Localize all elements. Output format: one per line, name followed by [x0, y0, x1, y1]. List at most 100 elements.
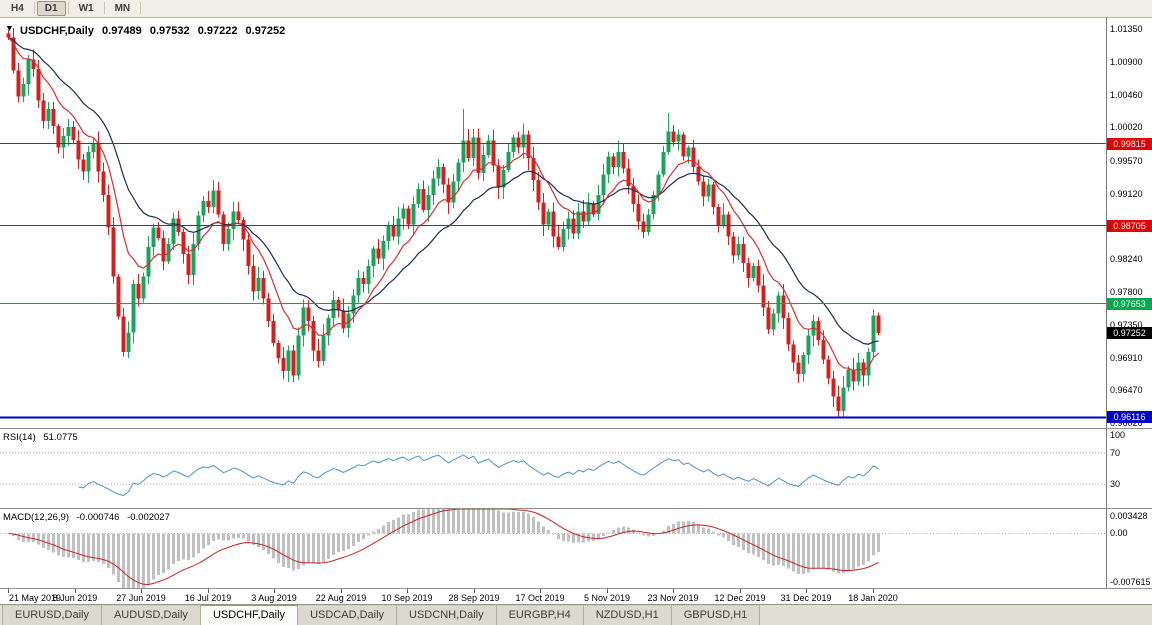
- level-price-badge: 0.98705: [1107, 220, 1152, 232]
- time-axis-label: 28 Sep 2019: [448, 593, 500, 603]
- chart-tab-usdcnh-daily[interactable]: USDCNH,Daily: [397, 605, 497, 625]
- ohlc-close-value: 0.97252: [245, 25, 286, 37]
- price-axis-label: 1.00020: [1110, 122, 1143, 132]
- macd-current-value: -0.000746: [76, 512, 120, 523]
- rsi-axis-label: 100: [1110, 430, 1126, 440]
- timeframe-toolbar: H4 D1 W1 MN: [0, 0, 1152, 18]
- rsi-axis-label: 70: [1110, 448, 1121, 458]
- time-axis-label: 21 May 2019: [8, 593, 62, 603]
- timeframe-button-h4[interactable]: H4: [11, 3, 24, 14]
- ma-fast-line: [8, 37, 879, 372]
- toolbar-separator: [33, 2, 35, 14]
- macd-panel: 0.003428 0.00 -0.007615 MACD(12,26,9) -0.0…: [0, 508, 1152, 588]
- price-axis-label: 0.99570: [1110, 156, 1143, 166]
- macd-axis[interactable]: 0.003428 0.00 -0.007615: [1106, 509, 1152, 588]
- macd-signal-line: [8, 509, 879, 586]
- macd-label-row: MACD(12,26,9) -0.000746 -0.002027: [3, 512, 175, 523]
- object-arrow-icon: ▼: [5, 23, 14, 33]
- price-axis-label: 0.96020: [1110, 418, 1143, 428]
- toolbar-separator: [140, 2, 142, 14]
- time-axis-label: 17 Oct 2019: [515, 593, 565, 603]
- time-axis-label: 18 Jan 2020: [848, 593, 898, 603]
- time-axis-tick: [208, 589, 209, 593]
- price-axis-label: 1.00460: [1110, 90, 1143, 100]
- time-axis-tick: [873, 589, 874, 593]
- timeframe-button-d1[interactable]: D1: [36, 1, 66, 16]
- horizontal-level-lines: [0, 143, 1106, 419]
- macd-histogram: [12, 509, 880, 588]
- level-price-badge: 0.96116: [1107, 411, 1152, 423]
- chart-symbol-label: USDCHF,Daily: [20, 25, 94, 37]
- rsi-plot[interactable]: [0, 429, 1106, 508]
- price-axis-label: 0.98240: [1110, 254, 1143, 264]
- time-axis-tick: [75, 589, 76, 593]
- time-axis-tick: [806, 589, 807, 593]
- ma-slow-line: [8, 36, 879, 345]
- price-axis-label: 0.97800: [1110, 287, 1143, 297]
- rsi-indicator-name: RSI(14): [3, 432, 36, 443]
- time-axis-tick: [141, 589, 142, 593]
- current-price-badge: 0.97252: [1107, 327, 1152, 339]
- chart-tab-eurusd-daily[interactable]: EURUSD,Daily: [2, 605, 102, 625]
- chart-tab-gbpusd-h1[interactable]: GBPUSD,H1: [671, 605, 761, 625]
- timeframe-button-mn[interactable]: MN: [114, 3, 131, 14]
- rsi-axis-label: 30: [1110, 479, 1121, 489]
- time-axis-label: 22 Aug 2019: [315, 593, 367, 603]
- macd-signal-current-value: -0.002027: [127, 512, 170, 523]
- candles: [6, 28, 881, 418]
- time-axis-tick: [474, 589, 475, 593]
- price-axis-label: 0.96910: [1110, 353, 1143, 363]
- time-axis-label: 31 Dec 2019: [780, 593, 832, 603]
- chart-title: USDCHF,Daily 0.97489 0.97532 0.97222 0.9…: [20, 25, 290, 37]
- time-axis-tick: [673, 589, 674, 593]
- rsi-line: [78, 454, 879, 497]
- price-axis[interactable]: 1.01350 1.00900 1.00460 1.00020 0.99570 0.991…: [1106, 18, 1152, 428]
- chart-tab-usdcad-daily[interactable]: USDCAD,Daily: [298, 605, 398, 625]
- time-axis-label: 12 Dec 2019: [714, 593, 766, 603]
- time-axis-tick: [607, 589, 608, 593]
- macd-axis-label: 0.00: [1110, 528, 1128, 538]
- time-axis-tick: [8, 589, 9, 593]
- price-axis-label: 0.99120: [1110, 189, 1143, 199]
- time-axis-label: 16 Jul 2019: [184, 593, 232, 603]
- time-axis-label: 8 Jun 2019: [52, 593, 98, 603]
- rsi-label-row: RSI(14) 51.0775: [3, 432, 83, 443]
- time-axis-tick: [274, 589, 275, 593]
- ohlc-high-value: 0.97532: [149, 25, 190, 37]
- price-chart-panel: 1.01350 1.00900 1.00460 1.00020 0.99570 0.991…: [0, 18, 1152, 428]
- price-axis-label: 1.00900: [1110, 57, 1143, 67]
- time-axis-tick: [341, 589, 342, 593]
- level-price-badge: 0.97653: [1107, 298, 1152, 310]
- macd-indicator-name: MACD(12,26,9): [3, 512, 69, 523]
- chart-tab-eurgbp-h4[interactable]: EURGBP,H4: [496, 605, 584, 625]
- macd-axis-label: 0.003428: [1110, 511, 1148, 521]
- macd-plot[interactable]: [0, 509, 1106, 588]
- chart-tab-nzdusd-h1[interactable]: NZDUSD,H1: [583, 605, 672, 625]
- time-axis-tick: [740, 589, 741, 593]
- toolbar-separator: [103, 2, 105, 14]
- time-axis-label: 23 Nov 2019: [647, 593, 699, 603]
- time-axis-tick: [540, 589, 541, 593]
- chart-tab-bar: EURUSD,Daily AUDUSD,Daily USDCHF,Daily USDC…: [0, 604, 1152, 625]
- rsi-panel: 100 70 30 RSI(14) 51.0775: [0, 428, 1152, 508]
- timeframe-button-w1[interactable]: W1: [78, 3, 94, 14]
- price-axis-label: 0.97350: [1110, 320, 1143, 330]
- candlestick-chart[interactable]: [0, 18, 1106, 428]
- chart-tab-usdchf-daily[interactable]: USDCHF,Daily: [200, 605, 299, 625]
- ohlc-open-value: 0.97489: [102, 25, 142, 37]
- time-axis-label: 27 Jun 2019: [116, 593, 166, 603]
- chart-tab-audusd-daily[interactable]: AUDUSD,Daily: [101, 605, 201, 625]
- ohlc-low-value: 0.97222: [197, 25, 238, 37]
- rsi-current-value: 51.0775: [43, 432, 78, 443]
- price-axis-label: 1.01350: [1110, 24, 1143, 34]
- time-axis-label: 10 Sep 2019: [381, 593, 433, 603]
- level-price-badge: 0.99815: [1107, 138, 1152, 150]
- time-axis-tick: [407, 589, 408, 593]
- toolbar-separator: [67, 2, 69, 14]
- price-axis-label: 0.96470: [1110, 385, 1143, 395]
- time-axis-label: 5 Nov 2019: [583, 593, 631, 603]
- rsi-axis[interactable]: 100 70 30: [1106, 429, 1152, 508]
- time-axis[interactable]: 21 May 2019 8 Jun 2019 27 Jun 2019 16 Jul 2…: [0, 588, 1152, 604]
- macd-axis-label: -0.007615: [1110, 577, 1151, 587]
